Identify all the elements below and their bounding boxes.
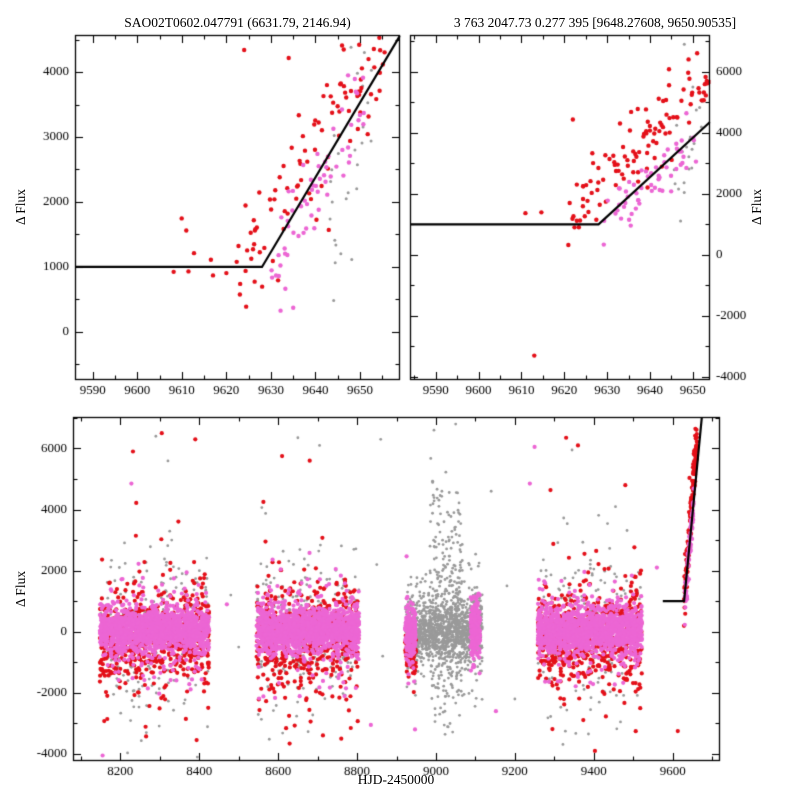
panel-2-title: 3 763 2047.73 0.277 395 [9648.27608, 965… (453, 15, 737, 30)
panel-3-x-axis-label: HJD-2450000 (357, 772, 435, 787)
panel-1-y-axis-label: Δ Flux (13, 188, 28, 226)
panel-3-y-axis-label: Δ Flux (13, 570, 28, 608)
panel-2-y-axis-label: Δ Flux (749, 188, 764, 226)
panel-1-title: SAO02T0602.047791 (6631.79, 2146.94) (124, 15, 351, 30)
